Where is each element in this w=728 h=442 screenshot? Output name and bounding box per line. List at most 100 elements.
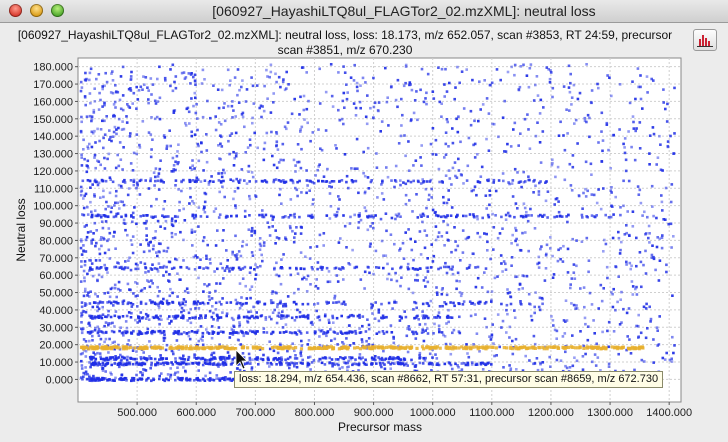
data-point[interactable] <box>93 361 97 365</box>
highlighted-point[interactable] <box>370 345 374 349</box>
data-point[interactable] <box>168 129 171 132</box>
data-point[interactable] <box>272 101 275 104</box>
data-point[interactable] <box>282 331 286 334</box>
data-point[interactable] <box>587 259 591 262</box>
data-point[interactable] <box>232 329 235 332</box>
data-point[interactable] <box>163 76 167 80</box>
data-point[interactable] <box>306 184 309 187</box>
data-point[interactable] <box>147 101 150 105</box>
data-point[interactable] <box>301 302 305 306</box>
data-point[interactable] <box>135 361 138 364</box>
data-point[interactable] <box>617 352 620 356</box>
data-point[interactable] <box>617 236 621 240</box>
data-point[interactable] <box>356 89 359 93</box>
data-point[interactable] <box>279 187 282 191</box>
data-point[interactable] <box>187 311 191 315</box>
data-point[interactable] <box>90 119 93 123</box>
data-point[interactable] <box>103 101 106 105</box>
data-point[interactable] <box>429 266 433 269</box>
data-point[interactable] <box>437 231 441 234</box>
data-point[interactable] <box>250 285 254 288</box>
data-point[interactable] <box>370 179 373 182</box>
highlighted-point[interactable] <box>299 347 304 351</box>
data-point[interactable] <box>611 236 615 240</box>
data-point[interactable] <box>343 224 347 228</box>
data-point[interactable] <box>656 156 660 159</box>
data-point[interactable] <box>214 289 217 293</box>
data-point[interactable] <box>235 152 238 155</box>
data-point[interactable] <box>421 212 425 216</box>
data-point[interactable] <box>456 364 459 367</box>
data-point[interactable] <box>601 139 605 142</box>
data-point[interactable] <box>315 278 318 281</box>
data-point[interactable] <box>380 316 383 320</box>
data-point[interactable] <box>290 112 294 116</box>
data-point[interactable] <box>298 179 301 183</box>
data-point[interactable] <box>435 291 439 294</box>
data-point[interactable] <box>451 272 455 276</box>
highlighted-point[interactable] <box>509 345 513 349</box>
data-point[interactable] <box>400 316 403 320</box>
data-point[interactable] <box>632 127 636 130</box>
data-point[interactable] <box>108 337 111 341</box>
data-point[interactable] <box>117 287 120 291</box>
data-point[interactable] <box>562 244 565 248</box>
data-point[interactable] <box>450 183 453 186</box>
data-point[interactable] <box>275 131 278 134</box>
data-point[interactable] <box>278 315 281 318</box>
data-point[interactable] <box>150 379 153 383</box>
data-point[interactable] <box>352 180 355 183</box>
data-point[interactable] <box>147 187 151 190</box>
data-point[interactable] <box>299 352 302 355</box>
highlighted-point[interactable] <box>619 346 623 350</box>
data-point[interactable] <box>539 247 542 251</box>
data-point[interactable] <box>229 178 232 181</box>
data-point[interactable] <box>128 362 132 366</box>
data-point[interactable] <box>111 286 114 290</box>
data-point[interactable] <box>176 295 179 298</box>
data-point[interactable] <box>311 198 315 201</box>
data-point[interactable] <box>238 302 242 305</box>
data-point[interactable] <box>230 316 234 320</box>
data-point[interactable] <box>192 302 196 306</box>
data-point[interactable] <box>282 304 285 308</box>
data-point[interactable] <box>171 363 175 366</box>
data-point[interactable] <box>234 204 237 207</box>
highlighted-point[interactable] <box>387 345 391 349</box>
data-point[interactable] <box>352 362 355 366</box>
data-point[interactable] <box>127 105 130 108</box>
data-point[interactable] <box>449 352 453 356</box>
data-point[interactable] <box>473 156 477 159</box>
data-point[interactable] <box>659 168 663 172</box>
data-point[interactable] <box>353 213 356 217</box>
data-point[interactable] <box>153 267 157 270</box>
data-point[interactable] <box>623 137 627 140</box>
data-point[interactable] <box>469 314 473 318</box>
data-point[interactable] <box>192 202 196 205</box>
data-point[interactable] <box>229 332 232 335</box>
data-point[interactable] <box>572 83 576 87</box>
data-point[interactable] <box>83 95 87 98</box>
data-point[interactable] <box>428 361 431 365</box>
data-point[interactable] <box>259 264 262 268</box>
data-point[interactable] <box>342 91 346 95</box>
data-point[interactable] <box>380 356 384 360</box>
data-point[interactable] <box>553 328 557 332</box>
data-point[interactable] <box>389 367 392 370</box>
data-point[interactable] <box>371 304 374 307</box>
data-point[interactable] <box>566 132 569 135</box>
data-point[interactable] <box>398 249 401 252</box>
data-point[interactable] <box>423 316 427 320</box>
data-point[interactable] <box>319 147 322 150</box>
data-point[interactable] <box>250 366 254 369</box>
data-point[interactable] <box>151 263 154 266</box>
data-point[interactable] <box>116 153 119 157</box>
data-point[interactable] <box>299 361 303 365</box>
data-point[interactable] <box>130 332 133 335</box>
data-point[interactable] <box>302 94 306 98</box>
data-point[interactable] <box>231 179 235 183</box>
data-point[interactable] <box>261 215 264 218</box>
data-point[interactable] <box>101 369 105 372</box>
data-point[interactable] <box>256 266 259 269</box>
data-point[interactable] <box>232 164 236 167</box>
